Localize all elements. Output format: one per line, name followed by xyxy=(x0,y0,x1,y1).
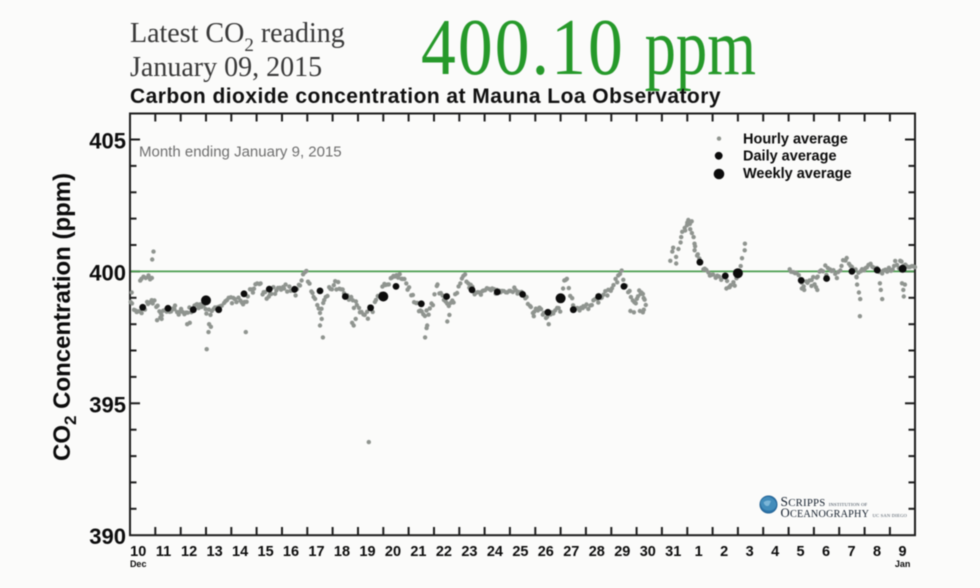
svg-text:13: 13 xyxy=(207,544,223,560)
svg-text:22: 22 xyxy=(436,544,452,560)
svg-text:395: 395 xyxy=(89,392,126,417)
svg-text:Daily average: Daily average xyxy=(743,149,837,165)
svg-text:11: 11 xyxy=(156,544,171,560)
svg-text:25: 25 xyxy=(512,544,528,560)
svg-text:Hourly average: Hourly average xyxy=(743,132,848,148)
svg-text:9: 9 xyxy=(899,544,907,560)
svg-text:19: 19 xyxy=(359,544,375,560)
svg-text:OCEANOGRAPHY UC SAN DIEGO: OCEANOGRAPHY UC SAN DIEGO xyxy=(781,506,908,520)
svg-text:30: 30 xyxy=(640,544,656,560)
svg-text:Jan: Jan xyxy=(895,559,911,569)
svg-text:Month ending January 9, 2015: Month ending January 9, 2015 xyxy=(139,144,342,161)
svg-text:3: 3 xyxy=(746,544,754,560)
svg-text:24: 24 xyxy=(487,544,503,560)
svg-text:28: 28 xyxy=(589,544,605,560)
svg-text:1: 1 xyxy=(695,544,703,560)
svg-text:SCRIPPS INSTITUTION OF: SCRIPPS INSTITUTION OF xyxy=(781,494,868,509)
svg-text:18: 18 xyxy=(334,544,350,560)
svg-text:400: 400 xyxy=(89,260,126,285)
svg-text:2: 2 xyxy=(720,544,728,560)
svg-text:15: 15 xyxy=(258,544,274,560)
svg-text:27: 27 xyxy=(563,544,579,560)
svg-text:390: 390 xyxy=(89,524,126,549)
svg-text:5: 5 xyxy=(797,544,805,560)
svg-text:21: 21 xyxy=(410,544,426,560)
svg-text:4: 4 xyxy=(771,544,779,560)
svg-text:6: 6 xyxy=(822,544,830,560)
svg-text:Dec: Dec xyxy=(130,559,147,569)
svg-text:8: 8 xyxy=(873,544,881,560)
svg-text:29: 29 xyxy=(614,544,630,560)
svg-text:31: 31 xyxy=(665,544,681,560)
svg-text:Weekly average: Weekly average xyxy=(743,166,852,182)
svg-text:CO2 Concentration (ppm): CO2 Concentration (ppm) xyxy=(49,173,80,461)
svg-text:10: 10 xyxy=(130,544,146,560)
svg-text:16: 16 xyxy=(283,544,299,560)
svg-text:12: 12 xyxy=(181,544,197,560)
svg-text:405: 405 xyxy=(89,129,126,154)
svg-text:7: 7 xyxy=(848,544,856,560)
svg-text:17: 17 xyxy=(308,544,324,560)
svg-text:14: 14 xyxy=(232,544,248,560)
svg-text:26: 26 xyxy=(538,544,554,560)
svg-text:23: 23 xyxy=(461,544,477,560)
svg-text:20: 20 xyxy=(385,544,401,560)
